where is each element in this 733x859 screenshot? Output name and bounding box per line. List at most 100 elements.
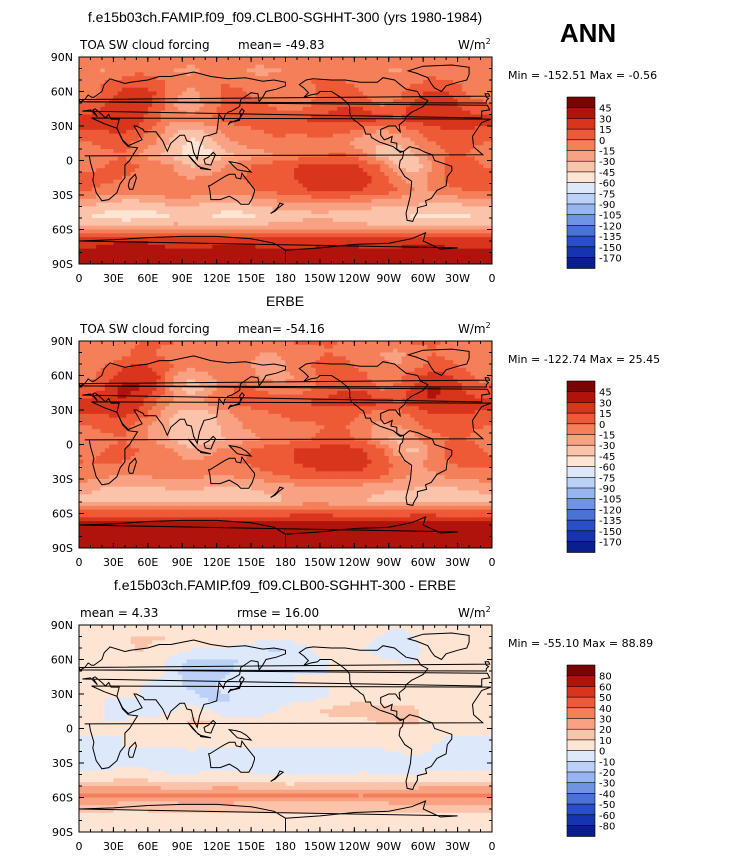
field-cell (285, 252, 291, 257)
field-cell (104, 191, 110, 196)
field-cell (341, 179, 347, 185)
field-cell (117, 126, 123, 131)
field-cell (397, 60, 403, 66)
field-cell (474, 76, 480, 81)
field-cell (255, 126, 261, 131)
field-cell (307, 114, 312, 119)
field-cell (332, 72, 338, 77)
field-cell (83, 103, 89, 108)
field-cell (289, 221, 295, 227)
field-cell (457, 80, 463, 85)
field-cell (436, 221, 441, 227)
field-cell (479, 129, 484, 135)
field-cell (427, 195, 433, 200)
field-cell (337, 195, 343, 200)
field-cell (130, 225, 136, 231)
field-cell (225, 214, 231, 219)
field-cell (414, 129, 420, 135)
field-cell (461, 198, 467, 204)
field-cell (367, 221, 373, 227)
field-cell (461, 195, 467, 200)
field-cell (362, 149, 368, 154)
map-field (79, 57, 492, 264)
field-cell (384, 129, 390, 135)
field-cell (96, 191, 102, 196)
field-cell (233, 95, 239, 100)
field-cell (298, 191, 304, 196)
field-cell (220, 233, 226, 238)
field-cell (139, 233, 145, 238)
field-cell (259, 110, 265, 116)
field-cell (410, 198, 416, 204)
field-cell (177, 229, 183, 234)
field-cell (233, 137, 239, 142)
field-cell (479, 225, 484, 231)
field-cell (418, 83, 424, 89)
field-cell (418, 198, 424, 204)
field-cell (272, 183, 278, 188)
field-cell (130, 237, 136, 242)
field-cell (354, 133, 360, 139)
field-cell (457, 129, 463, 135)
field-cell (238, 87, 244, 93)
field-cell (448, 183, 454, 188)
field-cell (337, 87, 343, 93)
field-cell (448, 64, 454, 70)
field-cell (173, 191, 179, 196)
field-cell (96, 72, 102, 77)
field-cell (177, 198, 183, 204)
field-cell (268, 60, 274, 66)
field-cell (268, 57, 274, 62)
field-cell (466, 156, 472, 162)
field-cell (233, 145, 239, 150)
field-cell (427, 198, 433, 204)
field-cell (405, 149, 411, 154)
field-cell (272, 214, 278, 219)
field-cell (414, 221, 420, 227)
field-cell (337, 210, 343, 215)
field-cell (233, 191, 239, 196)
field-cell (341, 195, 347, 200)
field-cell (466, 187, 472, 192)
field-cell (143, 225, 149, 231)
field-cell (109, 248, 115, 254)
field-cell (182, 187, 188, 192)
field-cell (302, 72, 308, 77)
field-cell (423, 164, 429, 169)
field-cell (362, 175, 368, 181)
field-cell (143, 80, 149, 85)
field-cell (91, 114, 97, 119)
field-cell (397, 183, 403, 188)
field-cell (354, 206, 360, 211)
field-cell (405, 241, 411, 246)
field-cell (479, 214, 484, 219)
field-cell (388, 214, 394, 219)
field-cell (332, 118, 338, 123)
field-cell (298, 198, 304, 204)
field-cell (371, 64, 377, 70)
field-cell (177, 183, 183, 188)
field-cell (208, 206, 213, 211)
field-cell (143, 68, 149, 73)
field-cell (122, 68, 127, 73)
field-cell (134, 206, 140, 211)
field-cell (147, 149, 153, 154)
field-cell (298, 149, 304, 154)
field-cell (302, 68, 308, 73)
field-cell (341, 129, 347, 135)
field-cell (418, 206, 424, 211)
field-cell (324, 210, 330, 215)
field-cell (134, 187, 140, 192)
field-cell (444, 187, 450, 192)
field-cell (272, 91, 278, 96)
field-cell (165, 68, 170, 73)
field-cell (431, 179, 437, 185)
field-cell (324, 72, 330, 77)
field-cell (470, 206, 476, 211)
field-cell (337, 76, 343, 81)
field-cell (380, 214, 386, 219)
field-cell (199, 175, 205, 181)
field-cell (311, 87, 317, 93)
field-cell (311, 225, 317, 231)
field-cell (466, 126, 472, 131)
